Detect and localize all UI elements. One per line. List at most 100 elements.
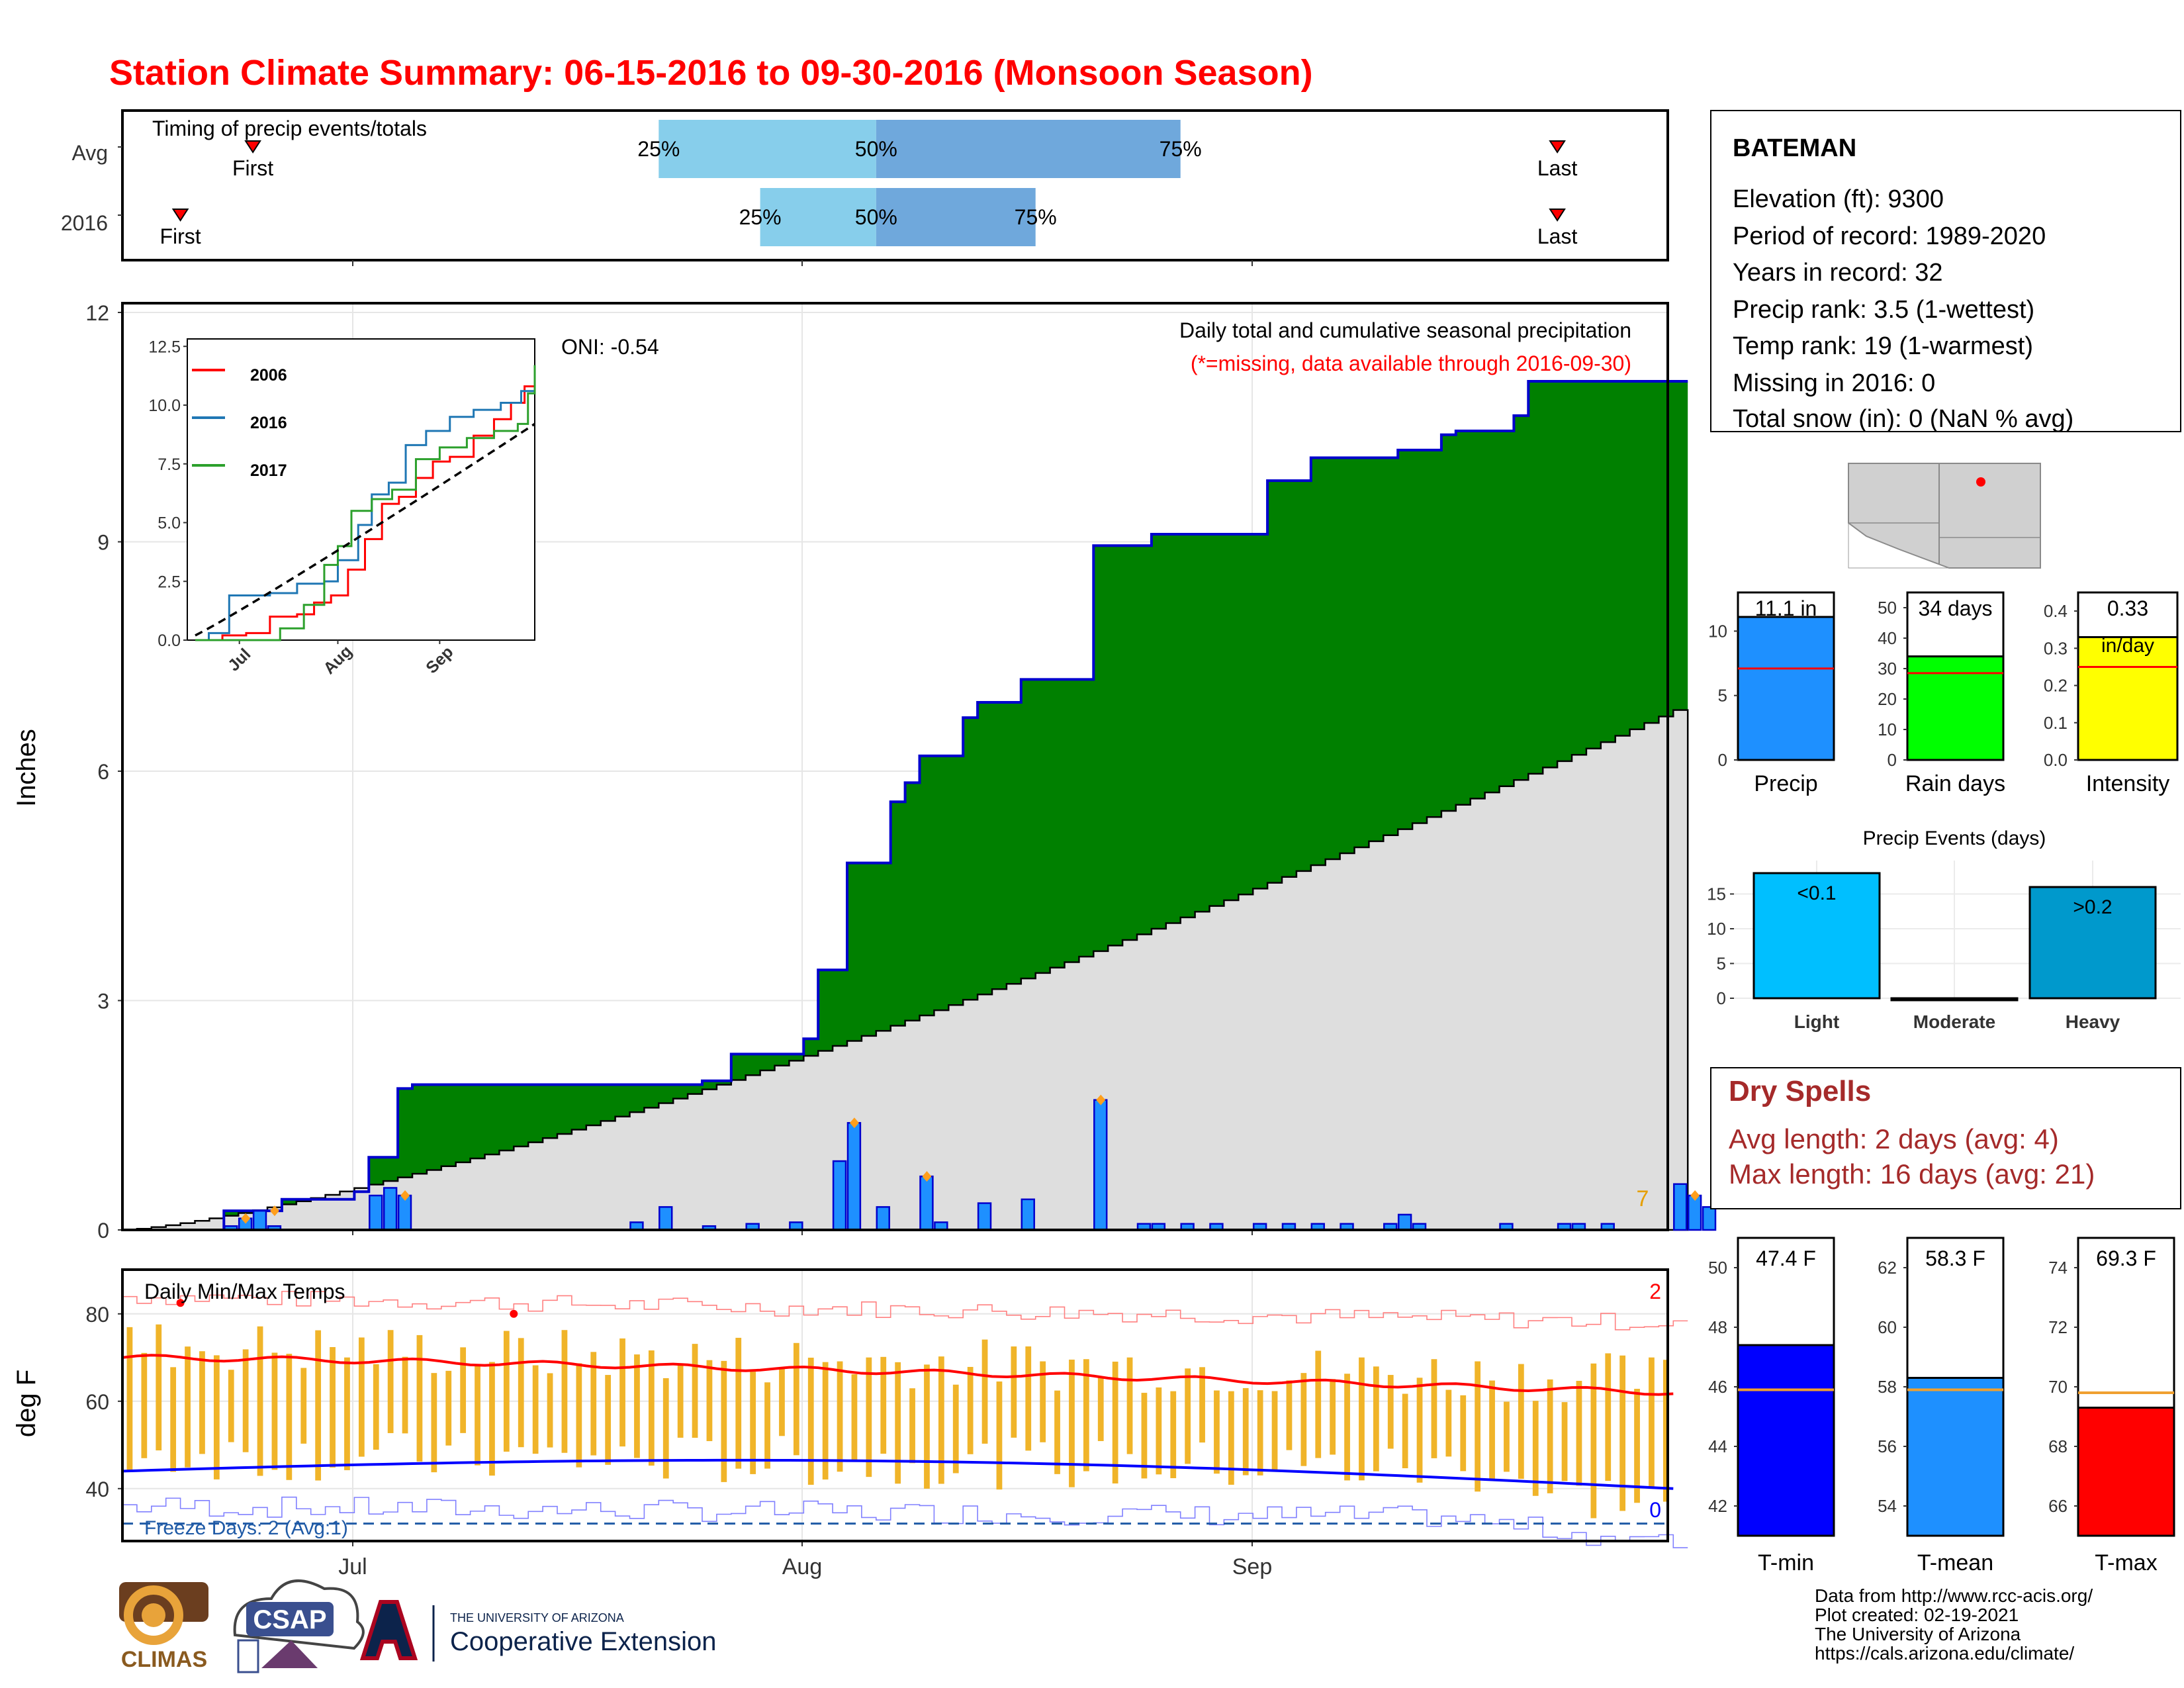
daily-temp-range-bar (330, 1346, 336, 1468)
daily-temp-range-bar (431, 1373, 437, 1473)
timing-pct-25: 25% (637, 137, 680, 161)
timing-bars: 25% 50% 75% First Last 25% 50% 75% First Last (118, 120, 1577, 266)
daily-temp-range-bar (300, 1368, 307, 1444)
daily-temp-range-bar (126, 1327, 133, 1471)
daily-precip-bar (919, 1175, 934, 1231)
temp-bar-label: T-min (1758, 1550, 1814, 1575)
mini-y-tick-label: 30 (1878, 659, 1897, 679)
events-y-tick-label: 15 (1707, 884, 1726, 904)
x-axis: Jul Aug Sep (338, 1554, 1272, 1579)
record-high-marker (176, 1299, 185, 1307)
inset-y-tick-label: 12.5 (148, 338, 181, 356)
mini-y-tick-label: 5 (1718, 686, 1727, 706)
record-daily-marker (1690, 1190, 1700, 1201)
daily-temp-range-bar (373, 1364, 379, 1450)
temp-bar-t-mean (1906, 1377, 2005, 1537)
inset-y-tick-label: 7.5 (158, 455, 181, 474)
temp-bar-y-tick-label: 48 (1708, 1317, 1727, 1337)
daily-temp-range-bar (489, 1362, 495, 1476)
mini-bar-precip (1737, 616, 1835, 761)
timing-last-label: Last (1537, 156, 1578, 180)
events-x-label: Light (1794, 1011, 1839, 1032)
daily-temp-range-bar (1300, 1373, 1307, 1466)
footer: Data from http://www.rcc-acis.org/ Plot … (1815, 1585, 2093, 1664)
daily-temp-range-bar (271, 1352, 278, 1470)
daily-precip-bar (832, 1160, 847, 1231)
daily-temp-range-bar (1170, 1391, 1177, 1479)
mini-y-tick-label: 50 (1878, 598, 1897, 618)
daily-temp-range-bar (1097, 1377, 1104, 1441)
daily-temp-range-bar (1330, 1379, 1336, 1455)
mini-y-tick-label: 0 (1888, 750, 1897, 770)
daily-temp-range-bar (634, 1354, 640, 1458)
inset-legend-2016: 2016 (250, 414, 287, 432)
record-daily-marker (241, 1213, 251, 1224)
daily-temp-range-bar (793, 1342, 799, 1456)
daily-temp-range-bar (924, 1364, 930, 1489)
daily-temp-range-bar (1025, 1346, 1032, 1451)
inset-y-tick-label: 0.0 (158, 632, 181, 650)
precip-y-tick-label: 12 (85, 301, 109, 325)
temp-bar-value: 69.3 F (2096, 1246, 2156, 1270)
freeze-days-label: Freeze Days: 2 (Avg:1) (144, 1517, 348, 1539)
events-bar-label: <0.1 (1797, 882, 1836, 904)
events-y-tick-label: 0 (1717, 988, 1726, 1008)
daily-temp-range-bar (518, 1338, 524, 1448)
timing-last-marker (1549, 140, 1566, 154)
temp-bar-y-tick-label: 72 (2048, 1317, 2068, 1337)
station-location-marker (1976, 477, 1985, 487)
daily-temp-range-bar (170, 1367, 177, 1472)
daily-temp-range-bar (648, 1350, 655, 1466)
events-x-label: Moderate (1913, 1011, 1995, 1032)
temp-bar-y-tick-label: 56 (1878, 1436, 1897, 1456)
temp-bar-y-tick-label: 62 (1878, 1258, 1897, 1278)
mini-bar-label: Intensity (2086, 771, 2170, 796)
inset-average-line (195, 422, 535, 637)
mini-bar-value: 11.1 in (1755, 596, 1817, 620)
mini-bar-label: Precip (1754, 771, 1817, 796)
daily-temp-range-bar (1040, 1361, 1046, 1442)
daily-precip-bar (977, 1202, 992, 1231)
daily-temp-range-bar (1069, 1359, 1075, 1487)
inset-y-tick-label: 2.5 (158, 573, 181, 591)
record-low-line (122, 1496, 1688, 1548)
daily-temp-range-bar (1054, 1390, 1060, 1474)
station-line: Temp rank: 19 (1-warmest) (1733, 332, 2033, 360)
daily-temp-range-bar (1112, 1361, 1118, 1484)
daily-temp-range-bar (402, 1356, 408, 1434)
daily-temp-range-bar (1518, 1364, 1524, 1479)
daily-temp-range-bar (1359, 1357, 1365, 1481)
station-line: Precip rank: 3.5 (1-wettest) (1733, 296, 2034, 324)
mini-y-tick-label: 20 (1878, 689, 1897, 709)
daily-temp-range-bar (199, 1351, 205, 1454)
daily-temp-range-bar (938, 1356, 944, 1484)
footer-line: https://cals.arizona.edu/climate/ (1815, 1643, 2074, 1664)
daily-precip-bar (1673, 1183, 1688, 1231)
daily-temp-range-bar (605, 1375, 612, 1465)
dry-spells-title: Dry Spells (1729, 1075, 1871, 1107)
daily-temp-range-bar (561, 1330, 568, 1453)
daily-temp-range-bar (1228, 1391, 1234, 1485)
temp-bar-y-tick-label: 54 (1878, 1496, 1897, 1516)
temp-bar-label: T-max (2095, 1550, 2157, 1575)
daily-temp-range-bar (1011, 1346, 1017, 1438)
mini-bar-value: 34 days (1918, 596, 1992, 620)
daily-temp-range-bar (1402, 1393, 1408, 1468)
temp-y-tick-label: 80 (85, 1303, 109, 1327)
temp-bar-y-tick-label: 42 (1708, 1496, 1727, 1516)
temp-y-tick-label: 60 (85, 1390, 109, 1414)
precip-corner-count: 7 (1637, 1186, 1649, 1211)
csap-logo-text: CSAP (253, 1605, 326, 1634)
daily-temp-range-bar (807, 1357, 814, 1485)
daily-temp-range-bar (1185, 1368, 1191, 1464)
daily-precip-bar (1397, 1213, 1412, 1231)
climas-logo: CLIMAS (119, 1582, 208, 1672)
events-bar-heavy (2028, 886, 2157, 1000)
daily-temp-range-bar (228, 1370, 234, 1442)
daily-temp-range-bar (750, 1372, 756, 1474)
daily-temp-range-bar (475, 1364, 480, 1466)
cumulative-avg-area (122, 709, 1689, 1231)
temp-bar-y-tick-label: 58 (1878, 1377, 1897, 1397)
daily-temp-range-bar (996, 1381, 1003, 1490)
